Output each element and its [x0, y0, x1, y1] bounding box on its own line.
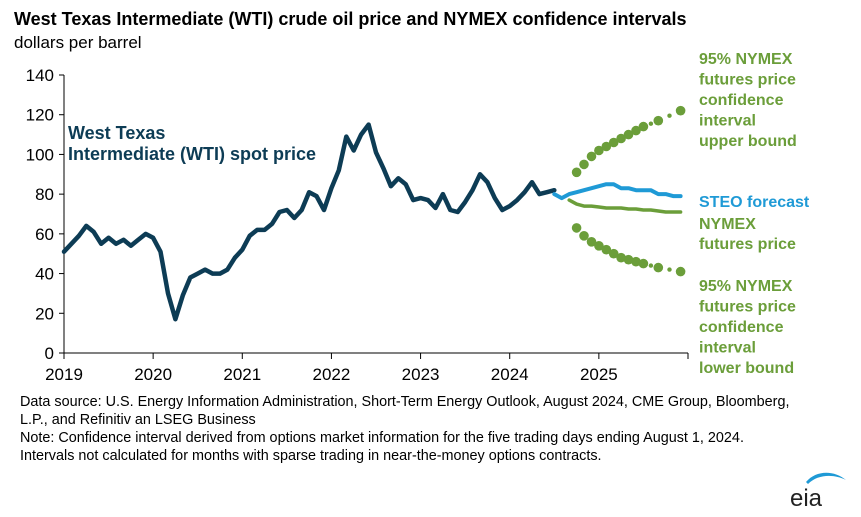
label-wti-spot-price-line: West Texas — [68, 123, 165, 143]
source-note: Data source: U.S. Energy Information Adm… — [20, 394, 790, 428]
y-tick-label: 60 — [35, 225, 54, 244]
eia-logo-text: eia — [790, 485, 823, 512]
y-tick-label: 140 — [26, 66, 54, 85]
y-tick-label: 20 — [35, 304, 54, 323]
label-upper-bound-line: upper bound — [699, 133, 797, 150]
lower-bound-point — [608, 248, 619, 259]
upper-bound-point — [608, 137, 619, 148]
upper-bound-point-connector — [648, 121, 654, 126]
lower-bound-point — [638, 258, 649, 269]
label-lower-bound-line: futures price — [699, 299, 796, 316]
upper-bound-point — [675, 105, 686, 116]
wti-spot-price-line — [61, 122, 557, 322]
x-tick-label: 2022 — [313, 365, 351, 384]
chart-title: West Texas Intermediate (WTI) crude oil … — [14, 9, 687, 29]
label-upper-bound-line: interval — [699, 113, 756, 130]
label-lower-bound-line: confidence — [699, 319, 784, 336]
lower-bound-point — [616, 252, 626, 263]
steo-forecast-line — [552, 182, 683, 201]
upper-bound-point-connector — [667, 113, 672, 118]
label-wti-spot-price: West Texas Intermediate (WTI) spot price — [68, 123, 316, 164]
upper-bound-point — [571, 167, 582, 178]
lower-bound-point — [653, 262, 664, 273]
upper-bound-point — [601, 141, 612, 152]
lower-bound-point — [594, 241, 604, 251]
label-wti-spot-price-line: Intermediate (WTI) spot price — [68, 144, 316, 164]
lower-bound-point — [675, 266, 686, 277]
lower-bound-point — [571, 223, 582, 233]
y-tick-label: 40 — [35, 265, 54, 284]
y-tick-label: 0 — [45, 344, 54, 363]
label-lower-bound-line: 95% NYMEX — [699, 278, 793, 295]
chart-notes: Data source: U.S. Energy Information Adm… — [20, 393, 800, 465]
eia-logo: eia — [790, 472, 846, 512]
x-tick-label: 2021 — [223, 365, 261, 384]
upper-bound-point — [653, 115, 664, 126]
x-tick-label: 2024 — [491, 365, 529, 384]
label-steo-forecast-line: STEO forecast — [699, 194, 810, 211]
x-tick-label: 2023 — [402, 365, 440, 384]
method-note: Note: Confidence interval derived from o… — [20, 430, 744, 464]
x-tick-label: 2020 — [134, 365, 172, 384]
upper-bound-point — [638, 121, 649, 132]
label-upper-bound-line: 95% NYMEX — [699, 51, 793, 68]
upper-bound-point — [586, 151, 597, 162]
series-labels: West Texas Intermediate (WTI) spot price S… — [68, 51, 810, 377]
label-lower-bound: 95% NYMEX futures price confidence interval… — [699, 278, 796, 377]
x-tick-label: 2019 — [45, 365, 83, 384]
y-axis-unit-label: dollars per barrel — [14, 33, 142, 52]
x-tick-label: 2025 — [580, 365, 618, 384]
eia-logo-swoosh — [806, 472, 846, 484]
label-nymex-futures-line: NYMEX — [699, 216, 756, 233]
nymex-futures-line — [567, 198, 683, 214]
y-tick-label: 80 — [35, 185, 54, 204]
upper-bound-point — [594, 145, 604, 156]
lower-bound-point — [579, 231, 589, 241]
lower-bound-point — [623, 254, 634, 265]
lower-bound-point-connector — [648, 263, 654, 268]
upper-bound-point — [616, 133, 626, 144]
lower-bound-point — [601, 244, 612, 255]
label-lower-bound-line: lower bound — [699, 360, 794, 377]
upper-bound-point — [623, 129, 634, 140]
label-upper-bound-line: futures price — [699, 72, 796, 89]
series-layer — [61, 105, 686, 322]
y-tick-label: 100 — [26, 145, 54, 164]
label-nymex-futures-line: futures price — [699, 236, 796, 253]
label-upper-bound: 95% NYMEX futures price confidence interval… — [699, 51, 797, 150]
label-upper-bound-line: confidence — [699, 92, 784, 109]
label-nymex-futures: NYMEX futures price — [699, 216, 796, 253]
chart-axes: 0 20 40 60 80 100 120 140 2019 2020 2021 2022 2023 20… — [26, 66, 689, 384]
label-steo-forecast: STEO forecast — [699, 194, 810, 211]
label-lower-bound-line: interval — [699, 340, 756, 357]
lower-bound-point — [586, 237, 597, 247]
y-tick-label: 120 — [26, 106, 54, 125]
lower-bound-point-connector — [667, 267, 672, 272]
lower-bound-point — [631, 256, 641, 267]
upper-bound-point — [579, 159, 589, 170]
upper-bound-point — [631, 125, 641, 136]
